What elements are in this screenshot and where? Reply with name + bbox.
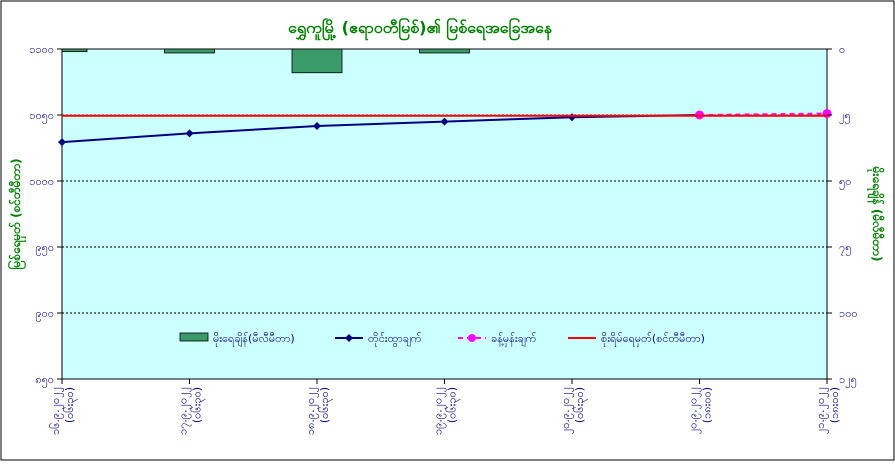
x-tick-label-date: ၁၈.၉.၂၀၂၂	[304, 387, 319, 435]
y-right-tick-label: ၂၅	[839, 109, 851, 124]
rainfall-bar	[61, 48, 88, 53]
x-tick-label-date: ၂၀.၉.၂၀၂၂	[559, 387, 574, 434]
rainfall-bar	[164, 48, 215, 54]
rainfall-bar	[291, 48, 343, 74]
rainfall-bars	[61, 48, 470, 74]
legend-label: တိုင်းထွာချက်	[368, 332, 422, 347]
y-left-tick-label: ၁၁၀၀	[29, 43, 54, 56]
y-axis-left-label: မြစ်ရေမှတ် (စင်တီမီတာ)	[6, 158, 27, 269]
series-lines	[58, 109, 832, 147]
legend-marker-forecast	[468, 334, 476, 342]
legend-label: မိုးရေချိန်(မီလီမီတာ)	[213, 332, 295, 347]
legend-swatch-rainfall	[179, 332, 209, 342]
observed-point	[313, 122, 321, 130]
x-tick-label-date: ၂၁.၉.၂၀၂၂	[814, 387, 829, 434]
y-right-tick-label: ၅၀	[839, 175, 851, 190]
x-tick-label-time: (၀၆း၃၀)	[63, 387, 78, 423]
observed-point	[440, 117, 449, 126]
x-tick-label-time: (၀၆း၃၀)	[318, 387, 333, 423]
x-tick-label-time: (၁၈း၀၀)	[701, 387, 714, 423]
x-tick-label-date: ၁၉.၉.၂၀၂၂	[432, 387, 447, 435]
observed-point	[185, 129, 194, 138]
x-tick-label-date: ၁၆.၉.၂၀၂၂	[49, 387, 64, 435]
y-left-tick-label: ၈၅၀	[35, 373, 54, 388]
y-right-tick-label: ၀	[839, 43, 845, 56]
legend-marker-observed	[345, 334, 353, 342]
legend: မိုးရေချိန်(မီလီမီတာ) တိုင်းထွာချက် ခန့်မှ…	[179, 332, 705, 347]
y-right-tick-label: ၇၅	[839, 241, 851, 256]
x-tick-label-time: (၁၈း၀၀)	[828, 387, 841, 423]
y-right-tick-label: ၁၀၀	[839, 307, 858, 320]
rainfall-bar	[419, 48, 470, 54]
legend-label: ခန့်မှန်းချက်	[491, 332, 537, 347]
y-left-tick-label: ၉၀၀	[35, 307, 54, 322]
x-tick-label-group: ၁၇.၉.၂၀၂၂ (၀၆း၃၀)	[177, 387, 206, 435]
x-tick-label-group: ၂၀.၉.၂၀၂၂ (၁၈း၀၀)	[687, 387, 714, 434]
x-tick-label-date: ၂၀.၉.၂၀၂၂	[687, 387, 702, 434]
x-tick-label-time: (၀၆း၃၀)	[573, 387, 588, 423]
x-tick-label-group: ၂၁.၉.၂၀၂၂ (၁၈း၀၀)	[814, 387, 841, 434]
x-tick-label-group: ၁၉.၉.၂၀၂၂ (၀၆း၃၀)	[432, 387, 461, 435]
y-left-tick-label: ၁၀၅၀	[29, 109, 54, 124]
observed-point	[58, 138, 66, 147]
y-right-tick-label: ၁၂၅	[839, 373, 857, 388]
y-left-tick-label: ၉၅၀	[35, 241, 54, 256]
plot-area	[61, 48, 828, 380]
x-tick-label-group: ၁၆.၉.၂၀၂၂ (၀၆း၃၀)	[49, 387, 78, 435]
legend-label: စိုးရိမ်ရေမှတ်(စင်တီမီတာ)	[601, 332, 705, 347]
x-tick-label-time: (၀၆း၃၀)	[446, 387, 461, 423]
x-tick-label-date: ၁၇.၉.၂၀၂၂	[177, 387, 192, 435]
x-tick-label-group: ၁၈.၉.၂၀၂၂ (၀၆း၃၀)	[304, 387, 333, 435]
x-tick-label-time: (၀၆း၃၀)	[191, 387, 206, 423]
x-tick-label-group: ၂၀.၉.၂၀၂၂ (၀၆း၃၀)	[559, 387, 588, 434]
y-axis-right-label: မိုးရေချိန် (မီလီမီတာ)	[866, 166, 886, 262]
y-left-tick-label: ၁၀၀၀	[29, 175, 54, 188]
observed-line	[61, 114, 700, 144]
